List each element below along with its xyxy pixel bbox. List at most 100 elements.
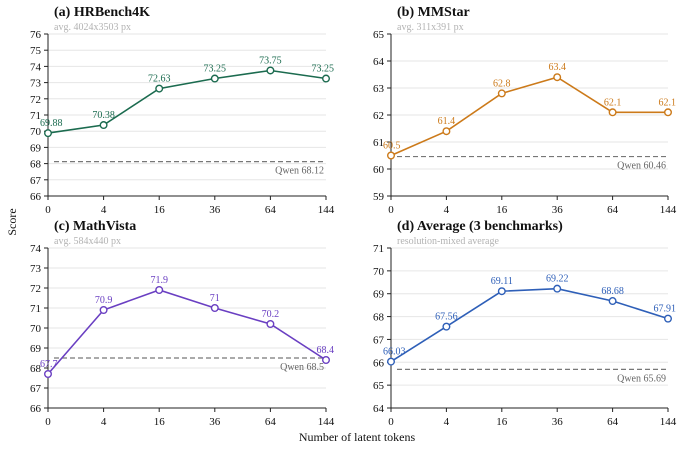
x-tick-label: 0: [45, 416, 51, 428]
data-label: 72.63: [148, 74, 171, 85]
data-label: 66.03: [383, 347, 406, 358]
y-tick-label: 64: [373, 56, 385, 68]
data-point: [266, 66, 275, 75]
y-tick-label: 69: [373, 289, 385, 301]
y-tick-label: 75: [30, 45, 42, 57]
data-point: [210, 74, 219, 83]
y-tick-label: 68: [373, 312, 385, 324]
x-tick-label: 64: [265, 204, 277, 216]
y-tick-label: 61: [373, 137, 384, 149]
figure-y-axis-label: Score: [5, 208, 19, 235]
y-tick-label: 71: [373, 243, 384, 255]
y-tick-label: 60: [373, 164, 385, 176]
chart-subtitle: avg. 4024x3503 px: [54, 22, 131, 33]
y-tick-label: 66: [30, 403, 42, 415]
x-tick-label: 36: [552, 204, 564, 216]
data-point: [99, 306, 108, 315]
data-label: 63.4: [548, 62, 566, 73]
data-label: 68.4: [317, 345, 335, 356]
y-tick-label: 74: [30, 61, 42, 73]
data-point: [44, 370, 53, 379]
x-tick-label: 36: [209, 204, 221, 216]
x-tick-label: 0: [388, 416, 394, 428]
figure-x-axis-label: Number of latent tokens: [299, 430, 416, 444]
x-tick-label: 36: [552, 416, 564, 428]
y-tick-label: 59: [373, 191, 385, 203]
x-tick-label: 4: [444, 416, 450, 428]
data-point: [497, 287, 506, 296]
data-point: [155, 84, 164, 93]
data-label: 71.9: [150, 275, 168, 286]
chart-title: (b) MMStar: [397, 5, 470, 20]
y-tick-label: 72: [30, 283, 41, 295]
data-point: [155, 286, 164, 295]
x-tick-label: 16: [496, 416, 508, 428]
data-label: 71: [210, 293, 220, 304]
data-label: 70.2: [262, 309, 280, 320]
series-line: [47, 69, 327, 134]
data-point: [322, 356, 331, 365]
y-tick-label: 70: [30, 126, 42, 138]
chart-subtitle: avg. 584x440 px: [54, 236, 121, 247]
data-label: 60.5: [383, 141, 401, 152]
y-tick-label: 66: [30, 191, 42, 203]
series-line: [47, 289, 327, 375]
y-tick-label: 70: [373, 266, 385, 278]
x-tick-label: 144: [660, 204, 677, 216]
chart-panel-1: 66 67 68 69 70 71 72 73 74 75 76 0 4 16 36 64 144 (a) HRB…: [30, 5, 335, 216]
reference-label: Qwen 60.46: [617, 161, 666, 172]
reference-label: Qwen 68.12: [275, 166, 324, 177]
data-point: [387, 151, 396, 160]
y-tick-label: 64: [373, 403, 385, 415]
y-tick-label: 71: [30, 303, 41, 315]
data-point: [553, 284, 562, 293]
data-point: [442, 127, 451, 136]
x-tick-label: 16: [154, 204, 166, 216]
data-label: 73.25: [312, 64, 335, 75]
series-line: [390, 287, 669, 363]
x-tick-label: 64: [607, 416, 619, 428]
x-tick-label: 4: [101, 416, 107, 428]
x-tick-label: 4: [444, 204, 450, 216]
data-label: 69.11: [491, 276, 513, 287]
chart-subtitle: resolution-mixed average: [397, 236, 499, 247]
data-label: 62.8: [493, 78, 511, 89]
y-tick-label: 67: [373, 334, 385, 346]
y-tick-label: 71: [30, 110, 41, 122]
y-tick-label: 70: [30, 323, 42, 335]
x-tick-label: 4: [101, 204, 107, 216]
y-tick-label: 68: [30, 159, 42, 171]
data-point: [322, 74, 331, 83]
data-point: [44, 129, 53, 138]
y-tick-label: 73: [30, 263, 42, 275]
y-tick-label: 69: [30, 142, 42, 154]
y-tick-label: 68: [30, 363, 42, 375]
y-tick-label: 73: [30, 78, 42, 90]
x-tick-label: 0: [45, 204, 51, 216]
chart-panel-3: 66 67 68 69 70 71 72 73 74 0 4 16 36 64 144 (c) MathVis…: [30, 219, 335, 428]
data-point: [553, 73, 562, 82]
y-tick-label: 65: [373, 380, 385, 392]
y-tick-label: 72: [30, 94, 41, 106]
chart-title: (c) MathVista: [54, 219, 136, 234]
data-label: 62.1: [659, 97, 677, 108]
y-tick-label: 63: [373, 83, 385, 95]
data-label: 73.75: [259, 55, 282, 66]
data-label: 62.1: [604, 97, 622, 108]
x-tick-label: 144: [318, 204, 335, 216]
reference-label: Qwen 68.5: [280, 362, 324, 373]
chart-subtitle: avg. 311x391 px: [397, 22, 464, 33]
x-tick-label: 0: [388, 204, 394, 216]
data-point: [99, 121, 108, 130]
series-line: [390, 76, 668, 157]
chart-title: (a) HRBench4K: [54, 5, 150, 20]
data-label: 67.56: [435, 312, 458, 323]
data-point: [664, 314, 673, 323]
data-label: 70.9: [95, 295, 113, 306]
data-label: 69.88: [40, 118, 63, 129]
y-tick-label: 67: [30, 175, 42, 187]
data-label: 67.7: [40, 359, 58, 370]
data-label: 69.22: [546, 274, 569, 285]
